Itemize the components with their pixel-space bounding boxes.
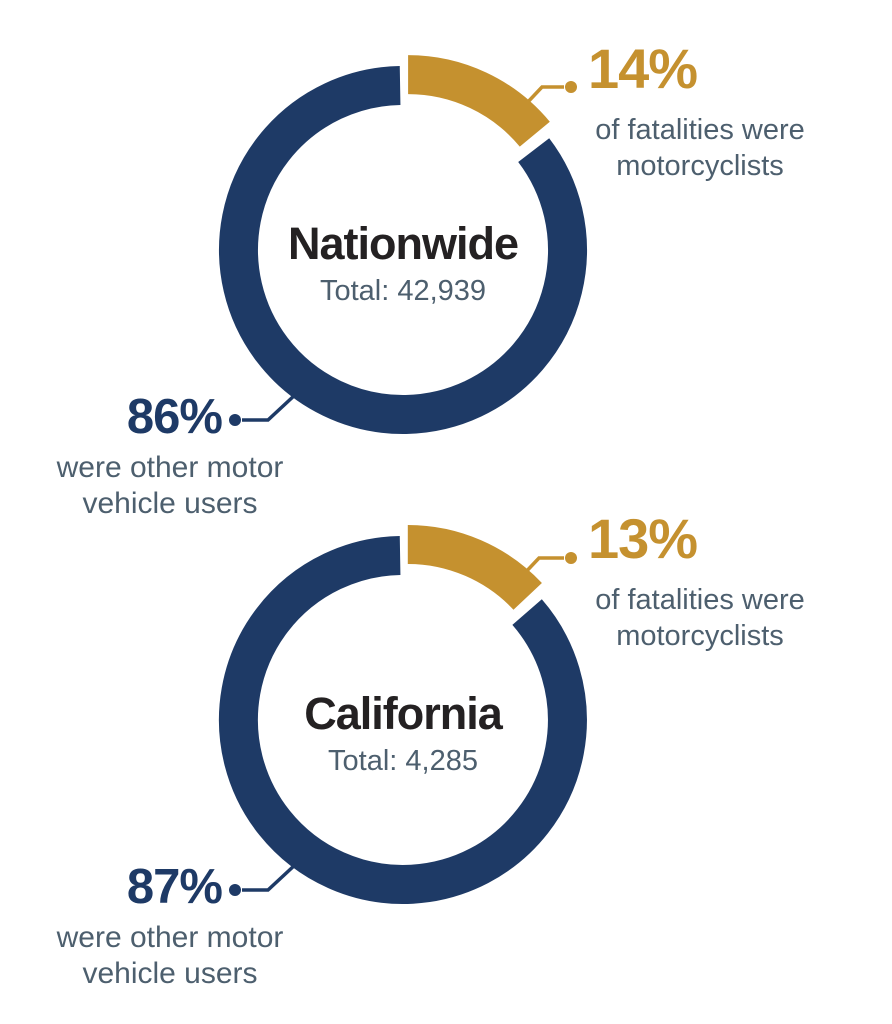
slice-other-motor-vehicle-users [218, 536, 587, 904]
other-users-description-line-2: vehicle users [82, 487, 258, 520]
motorcyclist-description-line-2: motorcyclists [616, 150, 784, 182]
other-users-description-line-1: were other motor [56, 451, 284, 484]
motorcyclist-callout-dot [565, 552, 577, 564]
donut-graphic-nationwide [218, 55, 587, 434]
motorcyclist-percentage-label: 14% [588, 37, 698, 100]
other-users-description: were other motor vehicle users [20, 920, 320, 992]
other-users-percentage-label: 86% [126, 390, 223, 444]
other-users-callout-dot [229, 414, 241, 426]
other-users-description: were other motor vehicle users [20, 450, 320, 522]
chart-title: Nationwide [287, 218, 519, 269]
motorcyclist-callout-line [524, 85, 564, 106]
chart-title: California [304, 688, 503, 739]
donut-graphic-california [218, 525, 587, 904]
other-users-percentage-label: 87% [126, 860, 223, 914]
other-users-description-line-2: vehicle users [82, 957, 258, 990]
other-users-description-line-1: were other motor [56, 921, 284, 954]
motorcyclist-description-line-1: of fatalities were [595, 584, 805, 616]
other-users-callout-line [242, 392, 298, 422]
chart-total-label: Total: 4,285 [328, 745, 478, 777]
other-users-callout-dot [229, 884, 241, 896]
motorcyclist-description: of fatalities were motorcyclists [565, 112, 835, 184]
chart-total-label: Total: 42,939 [319, 275, 487, 307]
slice-motorcyclists [407, 525, 542, 611]
motorcyclist-description: of fatalities were motorcyclists [565, 582, 835, 654]
slice-motorcyclists [407, 55, 550, 147]
motorcyclist-callout-line [520, 556, 564, 578]
donut-chart-nationwide: Nationwide Total: 42,939 14% of fataliti… [20, 37, 835, 522]
motorcyclist-description-line-1: of fatalities were [595, 114, 805, 146]
motorcyclist-description-line-2: motorcyclists [616, 620, 784, 652]
motorcyclist-percentage-label: 13% [588, 507, 698, 570]
donut-chart-california: California Total: 4,285 13% of fatalitie… [0, 470, 892, 1024]
other-users-callout-line [242, 862, 298, 892]
slice-other-motor-vehicle-users [218, 66, 587, 434]
motorcyclist-callout-dot [565, 81, 577, 93]
